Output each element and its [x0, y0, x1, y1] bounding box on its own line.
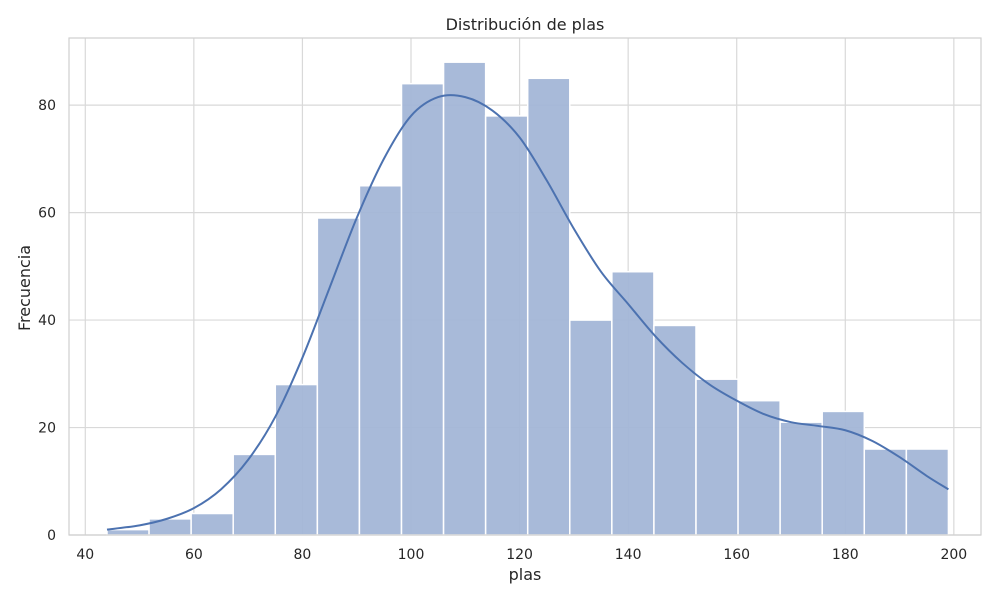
x-tick-label: 40 [76, 547, 94, 563]
y-axis-label: Frecuencia [15, 245, 34, 331]
histogram-bar [905, 448, 950, 536]
histogram-bar [190, 512, 234, 536]
histogram-bar [106, 528, 150, 536]
x-tick-label: 80 [294, 547, 312, 563]
y-tick-label: 20 [38, 421, 56, 437]
histogram-bar [526, 77, 571, 536]
histogram-bar [695, 378, 739, 536]
histogram-bar [863, 448, 908, 536]
y-tick-label: 0 [47, 528, 56, 544]
x-tick-labels: 40 60 80 100 120 140 160 180 200 [76, 547, 967, 563]
y-tick-label: 40 [38, 313, 56, 329]
histogram-bar [653, 324, 697, 536]
kde-curve [106, 94, 949, 531]
histogram-bar [316, 217, 361, 536]
histogram-bar [569, 319, 613, 536]
histogram-bar [400, 82, 445, 536]
histogram-bar [358, 185, 403, 536]
x-tick-label: 120 [506, 547, 533, 563]
x-axis-label: plas [509, 565, 542, 584]
histogram-bar [274, 383, 319, 536]
x-tick-label: 140 [615, 547, 642, 563]
kde-curve-layer [106, 94, 949, 531]
x-tick-label: 160 [723, 547, 750, 563]
plot-frame [68, 37, 982, 536]
histogram-bar [442, 61, 487, 536]
histogram-bar [484, 115, 529, 536]
x-tick-label: 200 [940, 547, 967, 563]
y-tick-label: 80 [38, 98, 56, 114]
histogram-bar [232, 453, 277, 536]
histogram-bars [106, 61, 950, 536]
chart-title: Distribución de plas [446, 15, 605, 34]
x-tick-label: 60 [185, 547, 203, 563]
x-tick-label: 180 [832, 547, 859, 563]
x-tick-label: 100 [398, 547, 425, 563]
y-tick-labels: 0 20 40 60 80 [38, 98, 56, 544]
y-tick-label: 60 [38, 206, 56, 222]
histogram-bar [611, 270, 655, 536]
histogram-bar [779, 421, 823, 536]
histogram-bar [737, 399, 781, 536]
